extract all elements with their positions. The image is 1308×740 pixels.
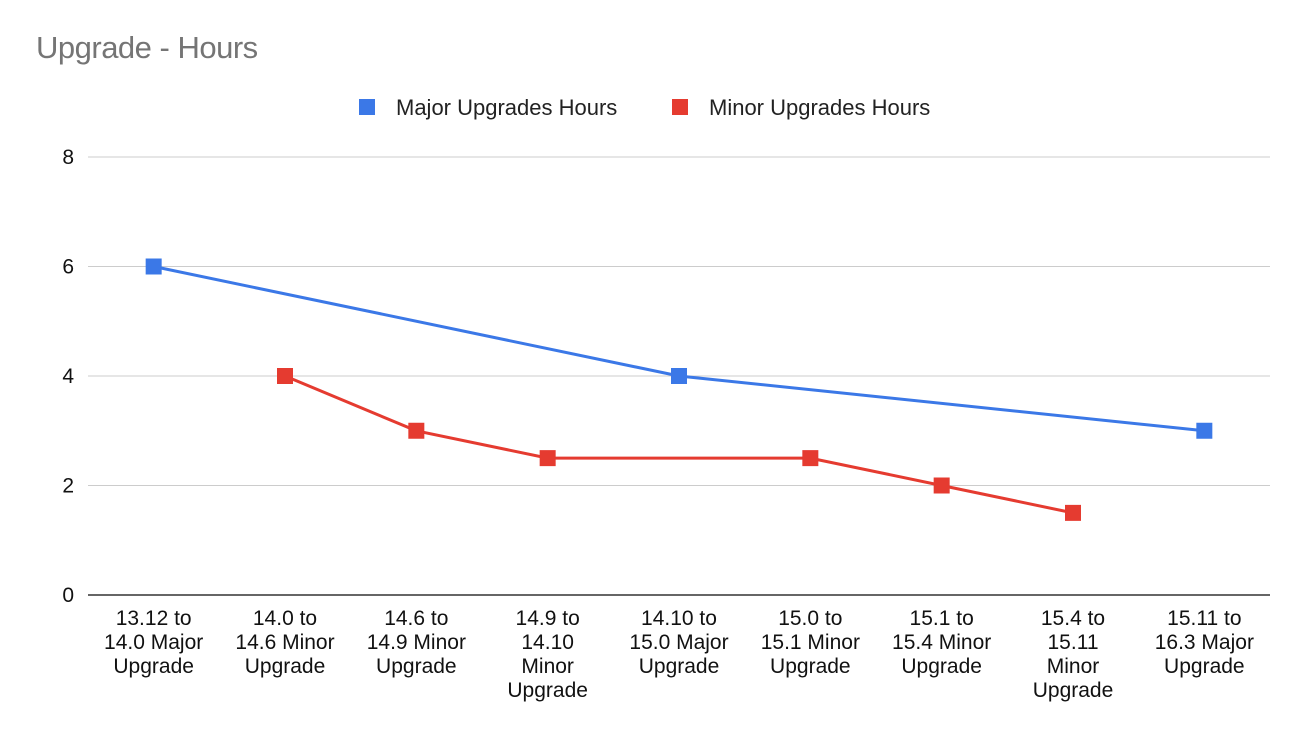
- y-tick-label: 8: [62, 146, 74, 169]
- data-point: [1065, 504, 1081, 521]
- y-tick-label: 0: [62, 584, 74, 607]
- data-point: [933, 477, 950, 494]
- legend: Major Upgrades Hours Minor Upgrades Hours: [359, 95, 930, 120]
- x-tick-label: 15.11 to 16.3 Major Upgrade: [1155, 607, 1254, 678]
- series-line: [153, 265, 1205, 433]
- x-tick-label: 14.10 to 15.0 Major Upgrade: [629, 607, 728, 678]
- series-line: [284, 374, 1074, 515]
- y-tick-label: 2: [62, 475, 74, 498]
- data-point: [1196, 422, 1213, 439]
- x-axis-ticks: 13.12 to 14.0 Major Upgrade 14.0 to 14.6 Min…: [104, 607, 1254, 702]
- y-axis-ticks: 0 2 4 6 8: [62, 146, 74, 607]
- y-tick-label: 6: [62, 256, 74, 279]
- series-lines: [153, 265, 1205, 515]
- series-points: [145, 258, 1213, 521]
- x-tick-label: 15.4 to 15.11 Minor Upgrade: [1033, 607, 1114, 702]
- data-point: [145, 258, 162, 275]
- x-tick-label: 14.6 to 14.9 Minor Upgrade: [367, 607, 466, 678]
- legend-label: Major Upgrades Hours: [396, 95, 617, 120]
- x-tick-label: 14.9 to 14.10 Minor Upgrade: [507, 607, 588, 702]
- data-point: [802, 450, 819, 467]
- legend-label: Minor Upgrades Hours: [709, 95, 930, 120]
- legend-swatch: [359, 99, 375, 115]
- x-tick-label: 13.12 to 14.0 Major Upgrade: [104, 607, 203, 678]
- x-tick-label: 15.0 to 15.1 Minor Upgrade: [761, 607, 860, 678]
- x-tick-label: 15.1 to 15.4 Minor Upgrade: [892, 607, 991, 678]
- data-point: [671, 368, 687, 384]
- x-tick-label: 14.0 to 14.6 Minor Upgrade: [235, 607, 334, 678]
- y-tick-label: 4: [62, 365, 74, 388]
- data-point: [277, 368, 293, 384]
- data-point: [408, 422, 425, 439]
- data-point: [539, 450, 556, 467]
- chart-title: Upgrade - Hours: [36, 30, 258, 65]
- legend-swatch: [672, 99, 688, 115]
